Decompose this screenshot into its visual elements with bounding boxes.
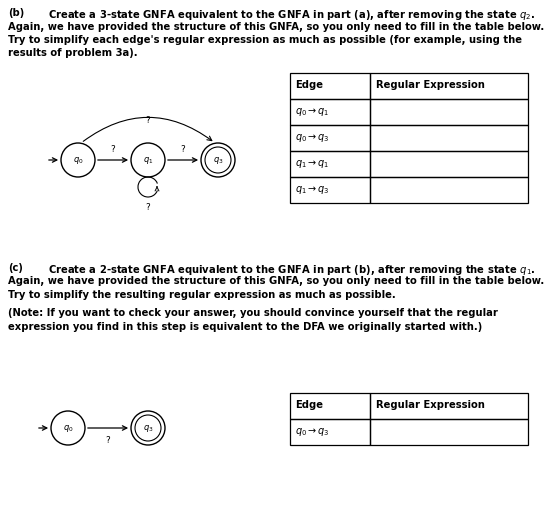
Text: Edge: Edge	[295, 80, 323, 90]
Text: ?: ?	[111, 145, 116, 154]
Bar	[290, 125, 370, 151]
Text: Try to simplify the resulting regular expression as much as possible.: Try to simplify the resulting regular ex…	[8, 290, 396, 300]
Text: ?: ?	[181, 145, 185, 154]
Bar	[370, 99, 528, 125]
Bar	[290, 99, 370, 125]
Bar	[290, 151, 370, 177]
Text: $q_1 \to q_3$: $q_1 \to q_3$	[295, 184, 330, 196]
Text: Try to simplify each edge's regular expression as much as possible (for example,: Try to simplify each edge's regular expr…	[8, 35, 522, 45]
Text: Again, we have provided the structure of this GNFA, so you only need to fill in : Again, we have provided the structure of…	[8, 277, 544, 287]
Text: $q_0$: $q_0$	[73, 155, 83, 165]
Text: results of problem 3a).: results of problem 3a).	[8, 49, 138, 58]
Text: ?: ?	[146, 203, 150, 212]
Text: $q_0 \to q_3$: $q_0 \to q_3$	[295, 426, 330, 438]
Text: Edge: Edge	[295, 400, 323, 410]
Text: expression you find in this step is equivalent to the DFA we originally started : expression you find in this step is equi…	[8, 322, 482, 332]
Text: $q_1$: $q_1$	[143, 155, 153, 165]
Text: (c): (c)	[8, 263, 23, 273]
Text: $q_1 \to q_1$: $q_1 \to q_1$	[295, 158, 329, 170]
Text: Regular Expression: Regular Expression	[376, 80, 485, 90]
Text: $q_3$: $q_3$	[213, 155, 224, 165]
Bar	[290, 73, 370, 99]
Text: $q_0$: $q_0$	[62, 422, 73, 433]
Text: Create a 2-state GNFA equivalent to the GNFA in part (b), after removing the sta: Create a 2-state GNFA equivalent to the …	[48, 263, 536, 277]
Bar	[290, 393, 370, 419]
Text: Again, we have provided the structure of this GNFA, so you only need to fill in : Again, we have provided the structure of…	[8, 21, 544, 31]
Bar	[290, 419, 370, 445]
Text: Create a 3-state GNFA equivalent to the GNFA in part (a), after removing the sta: Create a 3-state GNFA equivalent to the …	[48, 8, 535, 22]
Bar	[290, 177, 370, 203]
Text: $q_0 \to q_3$: $q_0 \to q_3$	[295, 132, 330, 144]
FancyArrowPatch shape	[83, 117, 212, 141]
Bar	[370, 419, 528, 445]
Bar	[370, 177, 528, 203]
Text: $q_3$: $q_3$	[142, 422, 153, 433]
Bar	[370, 151, 528, 177]
Text: (b): (b)	[8, 8, 24, 18]
Bar	[370, 393, 528, 419]
Text: ?: ?	[106, 436, 110, 445]
Bar	[370, 73, 528, 99]
Text: (Note: If you want to check your answer, you should convince yourself that the r: (Note: If you want to check your answer,…	[8, 309, 498, 318]
Text: ?: ?	[146, 116, 150, 125]
Text: $q_0 \to q_1$: $q_0 \to q_1$	[295, 106, 329, 118]
Text: Regular Expression: Regular Expression	[376, 400, 485, 410]
Bar	[370, 125, 528, 151]
